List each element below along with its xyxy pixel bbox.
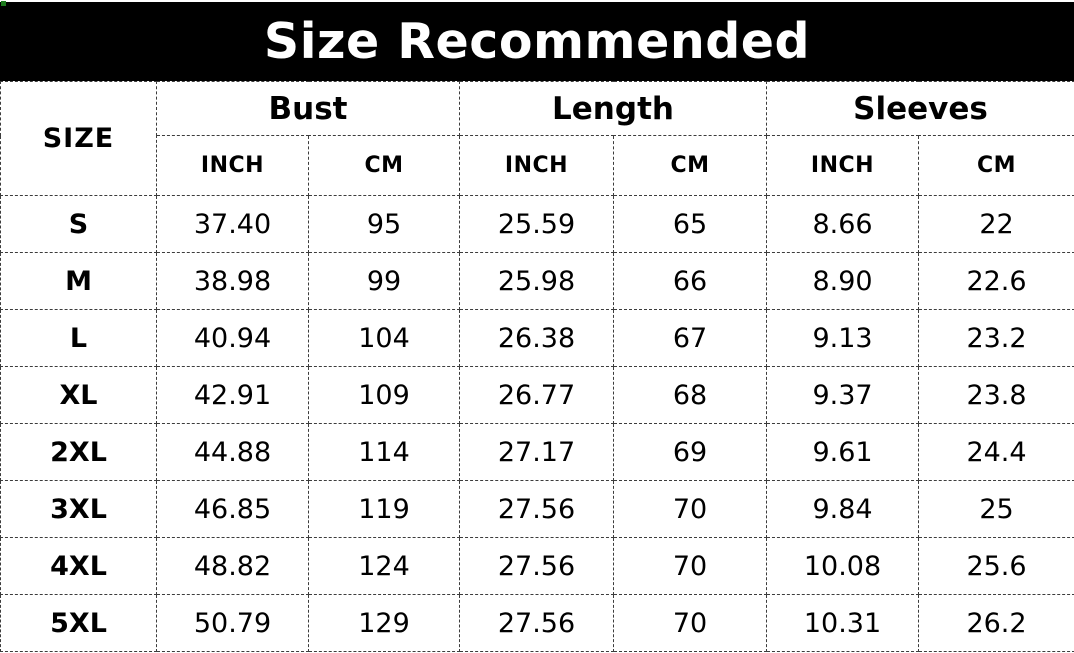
group-header-row: SIZE Bust Length Sleeves <box>0 81 1074 196</box>
cell-length-cm: 65 <box>613 195 767 253</box>
cell-length-cm: 66 <box>613 252 767 310</box>
cell-sleeves-inch: 8.90 <box>766 252 919 310</box>
cell-size: L <box>0 309 157 367</box>
cell-size: 3XL <box>0 480 157 538</box>
cell-size: 5XL <box>0 594 157 652</box>
title-banner: Size Recommended <box>0 2 1074 81</box>
table-row: 5XL 50.79 129 27.56 70 10.31 26.2 <box>0 594 1074 652</box>
cell-sleeves-cm: 22.6 <box>918 252 1074 310</box>
cell-length-cm: 69 <box>613 423 767 481</box>
table-row: 2XL 44.88 114 27.17 69 9.61 24.4 <box>0 423 1074 481</box>
cell-sleeves-cm: 23.8 <box>918 366 1074 424</box>
cell-sleeves-cm: 24.4 <box>918 423 1074 481</box>
cell-length-cm: 70 <box>613 480 767 538</box>
size-chart-table: SIZE Bust Length Sleeves INCH CM INCH CM… <box>0 81 1074 652</box>
corner-artifact <box>1 1 6 6</box>
table-row: S 37.40 95 25.59 65 8.66 22 <box>0 195 1074 253</box>
table-row: 4XL 48.82 124 27.56 70 10.08 25.6 <box>0 537 1074 595</box>
cell-length-inch: 26.38 <box>459 309 614 367</box>
cell-length-inch: 26.77 <box>459 366 614 424</box>
cell-length-cm: 70 <box>613 594 767 652</box>
cell-size: XL <box>0 366 157 424</box>
cell-length-inch: 27.56 <box>459 537 614 595</box>
cell-sleeves-inch: 9.37 <box>766 366 919 424</box>
column-header-sleeves-cm: CM <box>918 135 1074 196</box>
table-row: L 40.94 104 26.38 67 9.13 23.2 <box>0 309 1074 367</box>
cell-length-inch: 27.56 <box>459 480 614 538</box>
cell-sleeves-cm: 22 <box>918 195 1074 253</box>
cell-bust-inch: 42.91 <box>156 366 309 424</box>
cell-size: 2XL <box>0 423 157 481</box>
column-group-sleeves: Sleeves <box>766 81 1074 136</box>
cell-bust-inch: 38.98 <box>156 252 309 310</box>
table-row: 3XL 46.85 119 27.56 70 9.84 25 <box>0 480 1074 538</box>
cell-bust-cm: 99 <box>308 252 460 310</box>
cell-sleeves-inch: 8.66 <box>766 195 919 253</box>
table-row: XL 42.91 109 26.77 68 9.37 23.8 <box>0 366 1074 424</box>
column-header-bust-inch: INCH <box>156 135 309 196</box>
cell-sleeves-inch: 9.61 <box>766 423 919 481</box>
cell-sleeves-inch: 9.13 <box>766 309 919 367</box>
column-header-size: SIZE <box>0 81 157 196</box>
cell-bust-inch: 37.40 <box>156 195 309 253</box>
cell-size: S <box>0 195 157 253</box>
cell-bust-cm: 119 <box>308 480 460 538</box>
cell-length-inch: 27.17 <box>459 423 614 481</box>
cell-bust-inch: 40.94 <box>156 309 309 367</box>
cell-sleeves-cm: 26.2 <box>918 594 1074 652</box>
cell-sleeves-inch: 9.84 <box>766 480 919 538</box>
table-row: M 38.98 99 25.98 66 8.90 22.6 <box>0 252 1074 310</box>
column-header-length-cm: CM <box>613 135 767 196</box>
cell-bust-cm: 129 <box>308 594 460 652</box>
cell-bust-cm: 114 <box>308 423 460 481</box>
unit-header-row: INCH CM INCH CM INCH CM <box>1 135 1074 196</box>
cell-bust-inch: 46.85 <box>156 480 309 538</box>
cell-length-inch: 27.56 <box>459 594 614 652</box>
cell-bust-cm: 95 <box>308 195 460 253</box>
column-header-length-inch: INCH <box>459 135 614 196</box>
cell-bust-cm: 109 <box>308 366 460 424</box>
column-group-length: Length <box>459 81 767 136</box>
cell-size: 4XL <box>0 537 157 595</box>
cell-sleeves-inch: 10.31 <box>766 594 919 652</box>
cell-bust-inch: 44.88 <box>156 423 309 481</box>
cell-bust-cm: 124 <box>308 537 460 595</box>
cell-length-inch: 25.59 <box>459 195 614 253</box>
cell-sleeves-cm: 23.2 <box>918 309 1074 367</box>
cell-bust-inch: 50.79 <box>156 594 309 652</box>
column-header-bust-cm: CM <box>308 135 460 196</box>
column-header-sleeves-inch: INCH <box>766 135 919 196</box>
cell-length-cm: 67 <box>613 309 767 367</box>
cell-sleeves-cm: 25.6 <box>918 537 1074 595</box>
cell-sleeves-cm: 25 <box>918 480 1074 538</box>
cell-bust-cm: 104 <box>308 309 460 367</box>
cell-size: M <box>0 252 157 310</box>
cell-length-inch: 25.98 <box>459 252 614 310</box>
cell-bust-inch: 48.82 <box>156 537 309 595</box>
cell-sleeves-inch: 10.08 <box>766 537 919 595</box>
cell-length-cm: 68 <box>613 366 767 424</box>
cell-length-cm: 70 <box>613 537 767 595</box>
page-title: Size Recommended <box>263 13 811 70</box>
column-group-bust: Bust <box>156 81 460 136</box>
